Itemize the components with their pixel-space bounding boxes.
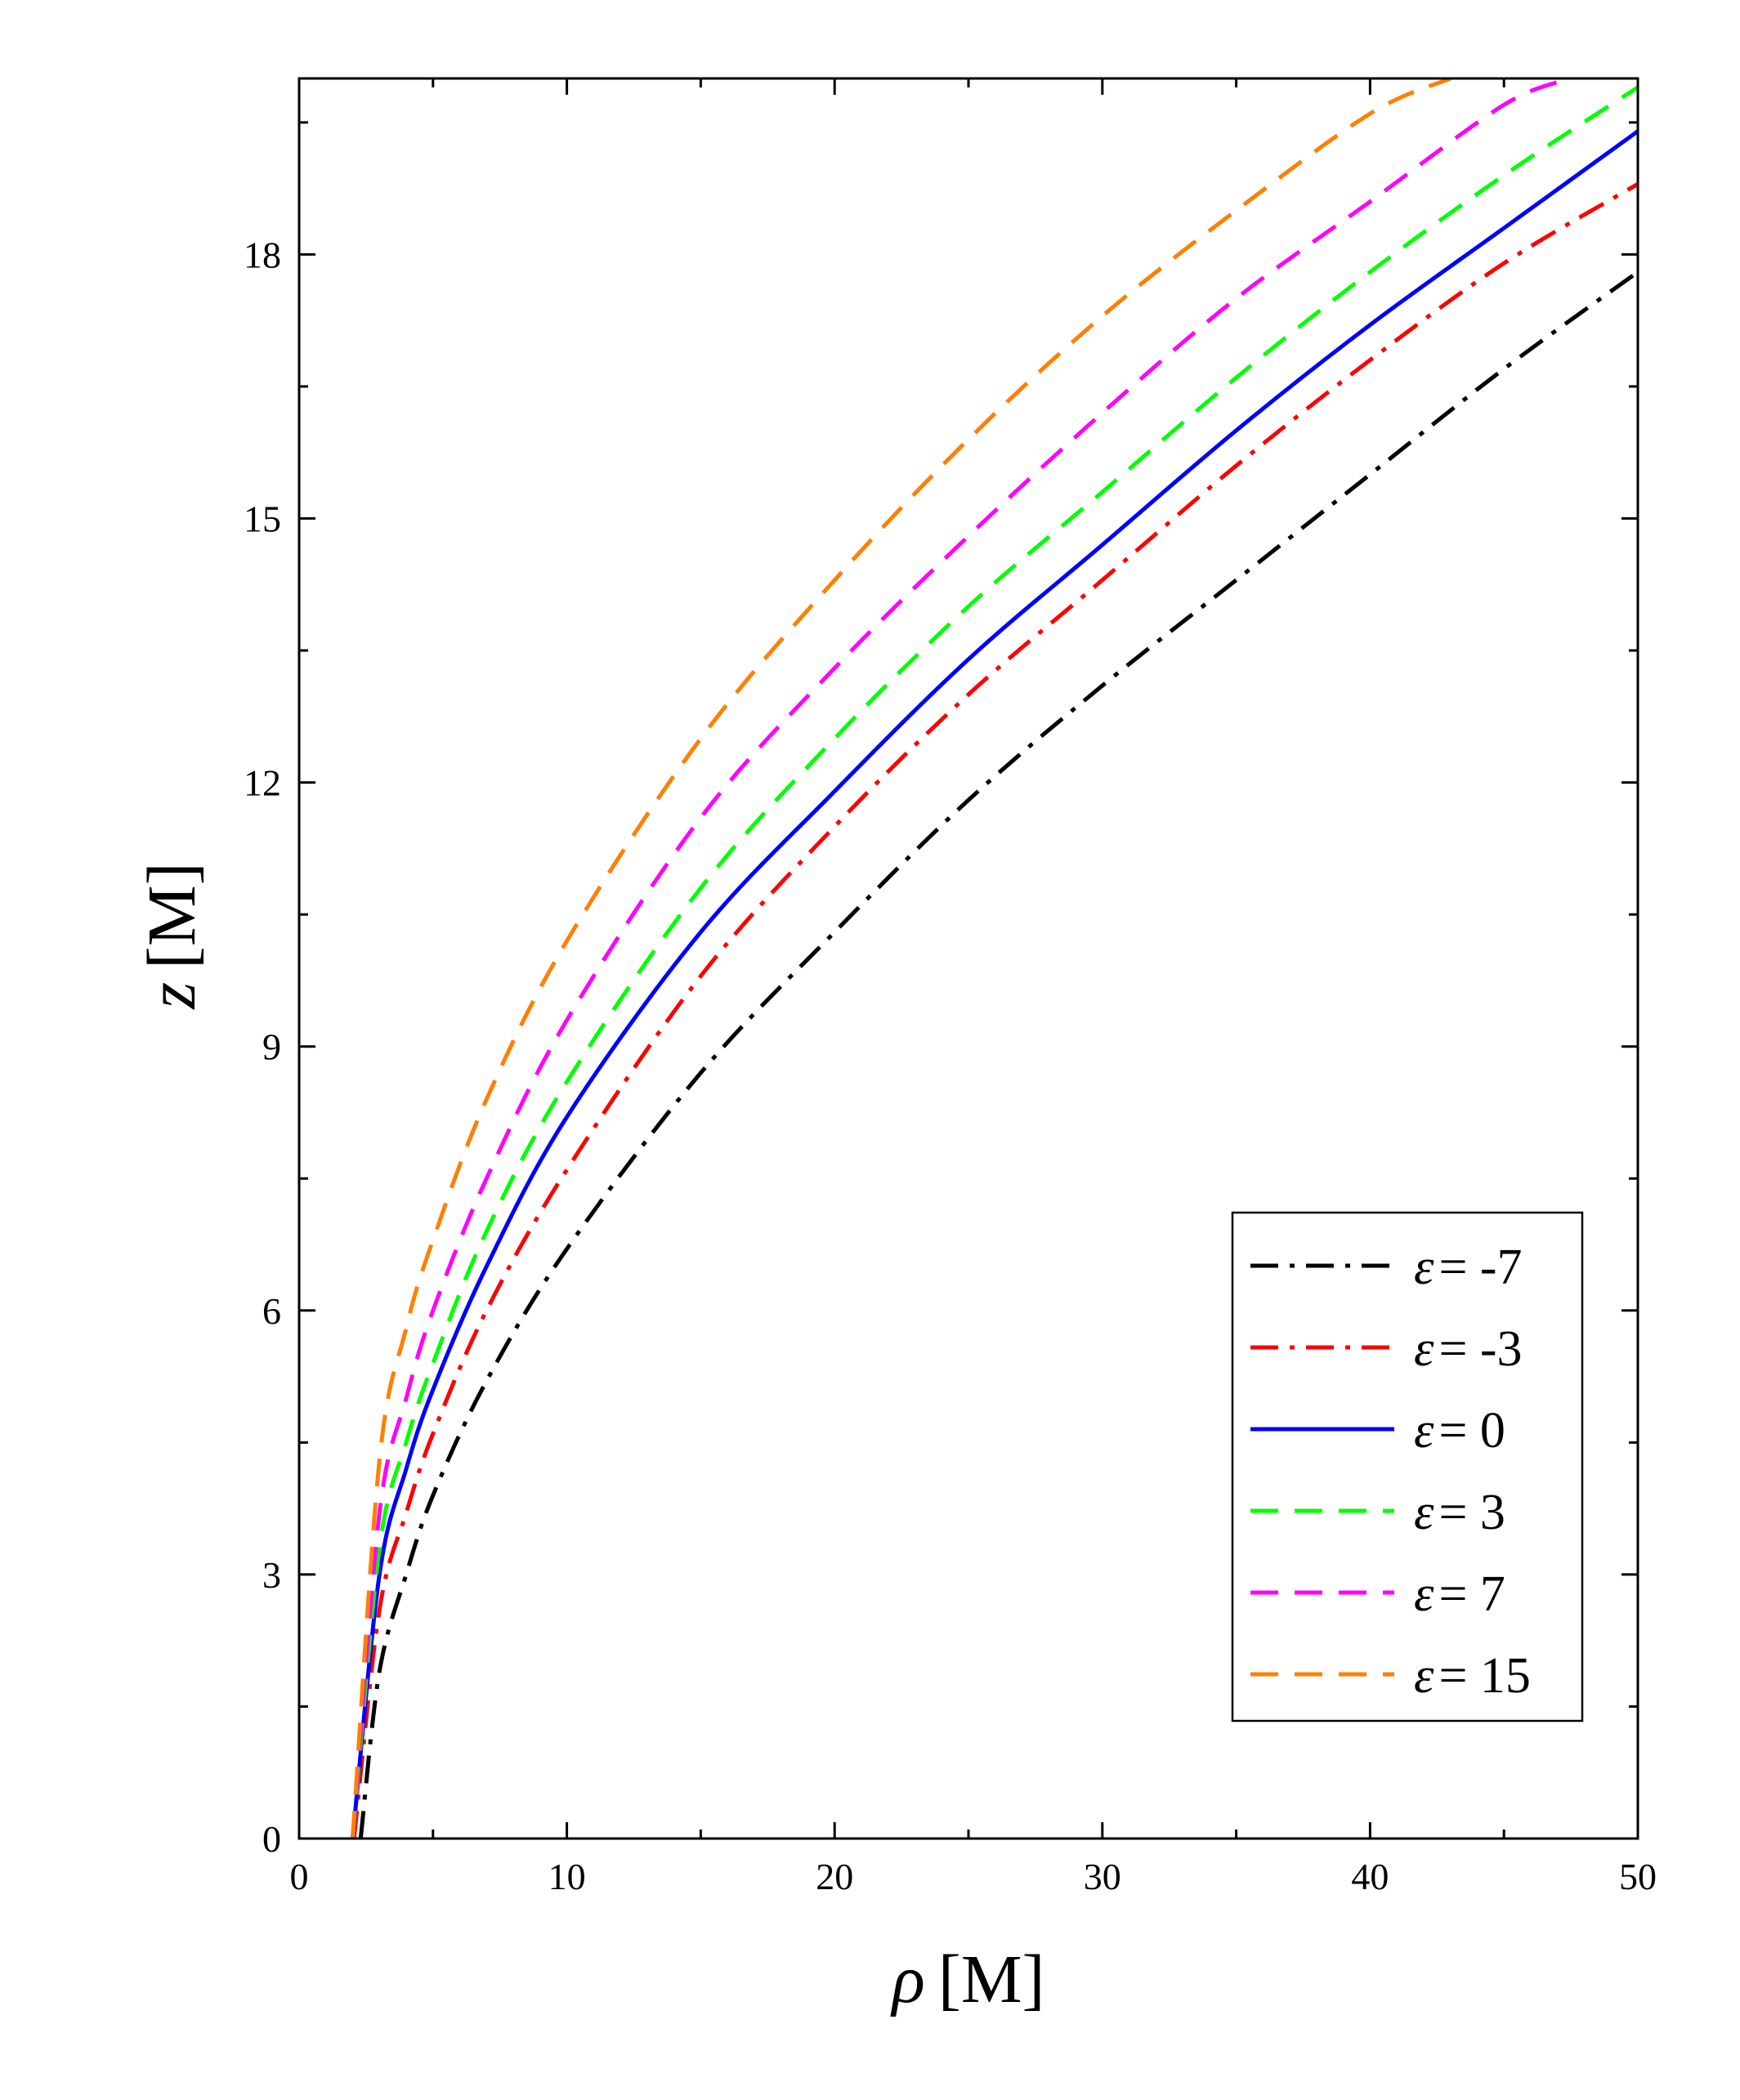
x-axis-title: ρ [M] [890, 1941, 1045, 2017]
legend-label-4: ε= 7 [1414, 1566, 1505, 1622]
series-line-1 [351, 182, 1638, 1839]
x-tick-label: 30 [1084, 1856, 1121, 1897]
legend-label-3: ε= 3 [1414, 1485, 1505, 1540]
legend-symbol: ε [1414, 1403, 1434, 1459]
x-axis-unit: [M] [938, 1941, 1045, 2017]
y-tick-label: 18 [244, 234, 281, 275]
x-tick-label: 0 [290, 1856, 309, 1897]
legend: ε= -7ε= -3ε= 0ε= 3ε= 7ε= 15 [1231, 1211, 1584, 1722]
legend-value: = -3 [1438, 1321, 1522, 1377]
series-line-3 [351, 85, 1638, 1839]
legend-value: = 7 [1438, 1566, 1505, 1622]
x-axis-symbol: ρ [890, 1941, 925, 2017]
legend-value: = 3 [1438, 1485, 1505, 1540]
x-tick-label: 40 [1351, 1856, 1389, 1897]
x-tick-label: 20 [816, 1856, 853, 1897]
y-tick-label: 9 [262, 1026, 281, 1068]
series-line-2 [351, 129, 1638, 1839]
legend-symbol: ε [1414, 1648, 1434, 1704]
series-line-4 [351, 78, 1572, 1839]
y-axis-unit: [M] [134, 862, 210, 969]
legend-label-1: ε= -3 [1414, 1321, 1523, 1377]
series-line-0 [358, 270, 1638, 1839]
y-tick-label: 3 [262, 1554, 281, 1596]
series-line-5 [351, 78, 1451, 1839]
legend-symbol: ε [1414, 1485, 1434, 1540]
y-tick-label: 0 [262, 1818, 281, 1860]
y-axis-title: z [M] [134, 862, 210, 1009]
axes: 0 10 20 30 40 50 0 3 6 9 12 15 18 [244, 77, 1657, 1897]
legend-box [1231, 1211, 1584, 1722]
y-tick-label: 6 [262, 1290, 281, 1332]
x-tick-label: 50 [1619, 1856, 1657, 1897]
legend-label-0: ε= -7 [1414, 1240, 1523, 1295]
x-tick-label: 10 [548, 1856, 586, 1897]
legend-label-2: ε= 0 [1414, 1403, 1505, 1459]
axis-titles: ρ [M] z[M] [134, 862, 1044, 2017]
y-tick-label: 15 [244, 498, 281, 540]
y-axis-symbol: z [134, 982, 210, 1010]
y-tick-label: 12 [244, 762, 281, 804]
legend-value: = 15 [1438, 1648, 1530, 1704]
series-layer [351, 78, 1638, 1839]
legend-label-5: ε= 15 [1414, 1648, 1531, 1704]
legend-symbol: ε [1414, 1321, 1434, 1377]
legend-symbol: ε [1414, 1240, 1434, 1295]
legend-symbol: ε [1414, 1566, 1434, 1622]
legend-value: = -7 [1438, 1240, 1522, 1295]
legend-value: = 0 [1438, 1403, 1505, 1459]
